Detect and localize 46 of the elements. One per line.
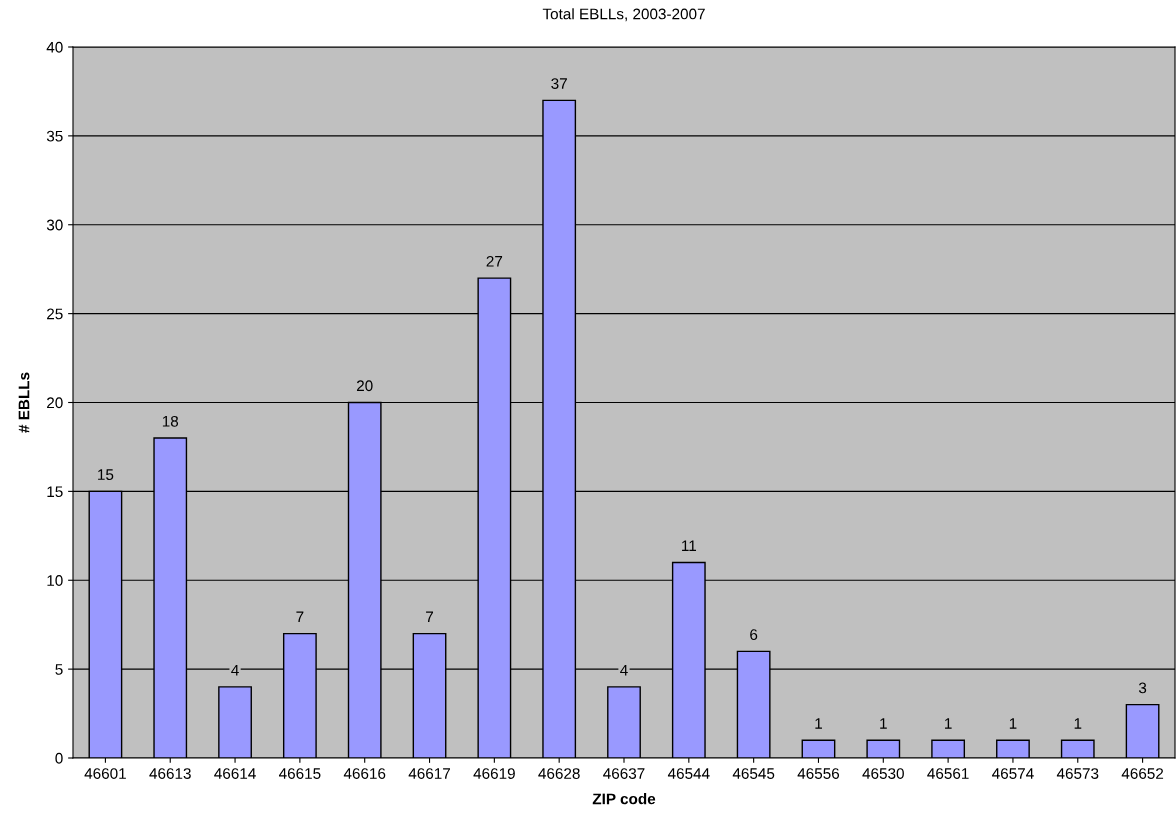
y-axis-title: # EBLLs (18, 372, 30, 433)
x-tick-label: 46573 (1056, 768, 1099, 779)
x-tick-label: 46616 (343, 768, 386, 779)
x-tick-label: 46628 (538, 768, 580, 779)
y-tick-label: 20 (47, 397, 63, 409)
y-tick-label: 30 (46, 219, 63, 231)
data-label: 6 (750, 629, 758, 640)
x-tick-label: 46615 (278, 768, 321, 779)
data-label: 37 (551, 78, 567, 89)
x-tick-label: 46614 (214, 768, 256, 779)
data-label: 7 (296, 611, 304, 623)
data-label: 1 (1009, 718, 1017, 729)
x-tick-label: 46530 (862, 768, 904, 779)
data-label: 3 (1138, 682, 1147, 694)
data-label: 1 (1074, 718, 1082, 729)
x-tick-label: 46613 (149, 768, 191, 779)
y-tick-label: 40 (46, 41, 63, 53)
data-label: 20 (356, 380, 373, 392)
x-tick-label: 46545 (732, 768, 775, 779)
y-tick-label: 5 (55, 664, 63, 675)
data-label: 1 (945, 718, 952, 729)
data-label: 4 (231, 664, 239, 676)
x-tick-label: 46544 (667, 768, 710, 779)
x-tick-label: 46652 (1121, 768, 1164, 779)
x-tick-label: 46637 (603, 768, 645, 779)
data-label: 1 (880, 718, 887, 729)
data-label: 18 (162, 415, 179, 427)
data-label: 4 (620, 664, 628, 676)
data-label: 7 (426, 611, 434, 623)
y-tick-label: 25 (47, 308, 63, 320)
y-tick-label: 35 (46, 130, 63, 142)
x-tick-label: 46617 (408, 768, 451, 779)
x-tick-label: 46619 (473, 768, 515, 779)
data-label: 11 (682, 540, 697, 551)
chart-title: Total EBLLs, 2003-2007 (542, 8, 705, 22)
x-axis-title: ZIP code (592, 793, 656, 805)
x-tick-label: 46574 (992, 768, 1034, 779)
y-tick-label: 15 (47, 486, 63, 498)
x-tick-label: 46561 (927, 768, 969, 779)
y-tick-label: 10 (47, 575, 63, 586)
y-tick-label: 0 (55, 752, 63, 764)
data-label: 27 (486, 255, 503, 267)
x-tick-label: 46601 (84, 768, 126, 779)
data-label: 1 (815, 718, 822, 729)
data-label: 15 (98, 469, 114, 481)
x-tick-label: 46556 (797, 768, 840, 779)
